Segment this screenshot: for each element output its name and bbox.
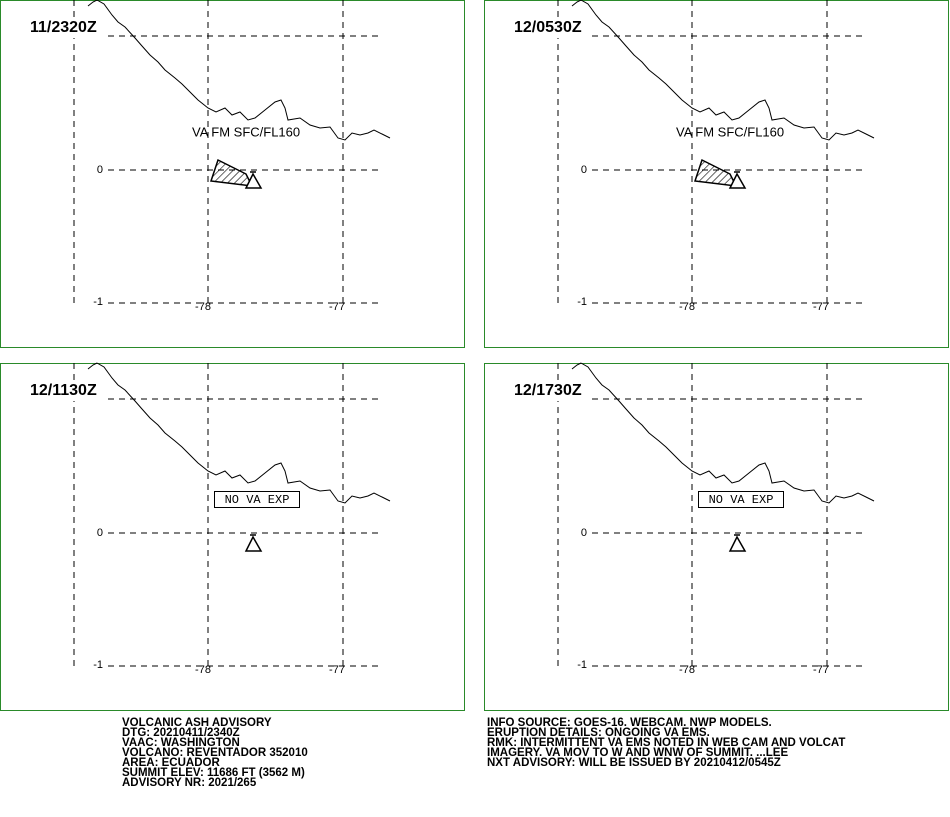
panel-frame	[484, 0, 949, 348]
lat-label: -1	[93, 296, 103, 308]
advisory-line: ADVISORY NR: 2021/265	[122, 777, 257, 789]
coastline	[87, 0, 391, 141]
ash-area	[209, 158, 254, 187]
valid-time: 12/1730Z	[514, 382, 582, 399]
valid-time: 11/2320Z	[30, 19, 97, 36]
volcano-symbol	[728, 535, 747, 552]
lat-label: 0	[97, 164, 103, 176]
lon-label: -78	[195, 301, 211, 313]
valid-time: 12/1130Z	[30, 382, 97, 399]
lat-label: 0	[97, 527, 103, 539]
advisory-line: ERUPTION DETAILS: ONGOING VA EMS.	[487, 727, 710, 739]
coastline	[87, 362, 391, 504]
map-panel: 0 -1 -78 -77 12/1730Z NO VA EXP	[484, 362, 949, 711]
advisory-line: VOLCANIC ASH ADVISORY	[122, 717, 272, 729]
lon-label: -78	[679, 664, 695, 676]
advisory-line: VOLCANO: REVENTADOR 352010	[122, 747, 308, 759]
ash-label: NO VA EXP	[225, 493, 290, 507]
valid-time: 12/0530Z	[514, 19, 582, 36]
map-panel: 0 -1 -78 -77 12/0530Z VA FM SFC/FL160	[484, 0, 949, 348]
lat-label: -1	[577, 296, 587, 308]
coastline	[571, 362, 875, 504]
time-bg	[512, 381, 590, 401]
advisory-line: AREA: ECUADOR	[122, 757, 220, 769]
advisory-line: IMAGERY. VA MOV TO W AND WNW OF SUMMIT. …	[487, 747, 788, 759]
map-panel: 0 -1 -78 -77 12/1130Z NO VA EXP	[0, 362, 465, 711]
ash-label: NO VA EXP	[709, 493, 774, 507]
panel-frame	[0, 363, 465, 711]
map-panel: 0 -1 -78 -77 11/2320Z VA FM SFC/FL160	[0, 0, 465, 348]
advisory-line: INFO SOURCE: GOES-16. WEBCAM. NWP MODELS…	[487, 717, 772, 729]
lat-label: 0	[581, 527, 587, 539]
time-bg	[28, 381, 106, 401]
advisory-line: NXT ADVISORY: WILL BE ISSUED BY 20210412…	[487, 757, 781, 769]
coastline	[571, 0, 875, 141]
panel-frame	[0, 0, 465, 348]
lat-label: 0	[581, 164, 587, 176]
label-box	[214, 491, 300, 508]
lon-label: -78	[679, 301, 695, 313]
ash-label: VA FM SFC/FL160	[676, 124, 784, 139]
advisory-line: SUMMIT ELEV: 11686 FT (3562 M)	[122, 767, 305, 779]
label-box	[698, 491, 784, 508]
lon-label: -77	[813, 301, 829, 313]
ash-area	[693, 158, 738, 187]
ash-label: VA FM SFC/FL160	[192, 124, 300, 139]
lat-label: -1	[577, 659, 587, 671]
volcano-symbol	[728, 172, 747, 189]
lon-label: -78	[195, 664, 211, 676]
advisory-line: DTG: 20210411/2340Z	[122, 727, 240, 739]
advisory-line: VAAC: WASHINGTON	[122, 737, 240, 749]
lat-label: -1	[93, 659, 103, 671]
time-bg	[512, 18, 590, 38]
time-bg	[28, 18, 106, 38]
volcano-symbol	[244, 172, 263, 189]
lon-label: -77	[329, 664, 345, 676]
lon-label: -77	[813, 664, 829, 676]
advisory-line: RMK: INTERMITTENT VA EMS NOTED IN WEB CA…	[487, 737, 845, 749]
volcano-symbol	[244, 535, 263, 552]
panel-frame	[484, 363, 949, 711]
lon-label: -77	[329, 301, 345, 313]
